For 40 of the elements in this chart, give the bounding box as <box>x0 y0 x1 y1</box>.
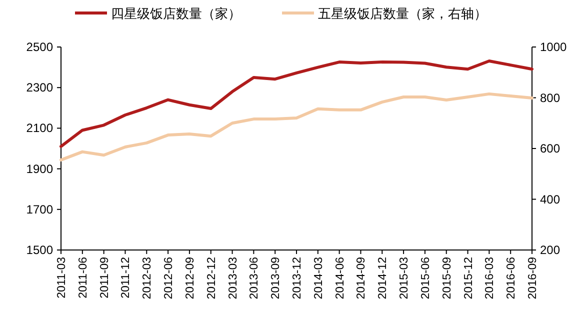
legend-item: 四星级饭店数量（家） <box>75 7 241 22</box>
x-tick-label: 2015-12 <box>462 257 475 300</box>
x-tick-label: 2014-03 <box>312 257 325 300</box>
legend-label: 四星级饭店数量（家） <box>111 6 241 22</box>
x-tick-label: 2014-06 <box>334 257 346 300</box>
y2-tick-label: 400 <box>540 192 560 206</box>
y-tick-label: 2300 <box>26 80 54 95</box>
line-series <box>60 92 534 162</box>
y-tick-label: 2500 <box>26 40 54 54</box>
y-tick-label: 1500 <box>26 243 54 257</box>
y2-tick-label: 800 <box>540 90 560 105</box>
y-tick-label: 1700 <box>26 202 54 216</box>
legend-item: 五星级饭店数量（家，右轴） <box>282 7 487 22</box>
y2-tick-label: 1000 <box>540 40 568 54</box>
x-tick-label: 2016-06 <box>506 257 518 300</box>
x-tick-label: 2012-09 <box>184 257 196 300</box>
x-tick-label: 2012-06 <box>163 257 176 300</box>
x-tick-label: 2013-06 <box>248 257 261 300</box>
y2-tick-label: 200 <box>540 243 560 257</box>
x-tick-label: 2015-09 <box>441 257 454 300</box>
x-tick-label: 2014-09 <box>356 257 368 300</box>
line-series <box>60 60 534 148</box>
x-tick-label: 2016-09 <box>527 257 539 300</box>
x-tick-label: 2011-03 <box>56 257 68 298</box>
legend-label: 五星级饭店数量（家，右轴） <box>318 6 487 22</box>
x-tick-label: 2015-06 <box>420 257 432 300</box>
x-tick-label: 2011-12 <box>120 257 132 298</box>
x-tick-label: 2013-12 <box>292 257 304 300</box>
x-tick-label: 2011-09 <box>98 257 111 298</box>
x-tick-label: 2011-06 <box>77 257 90 298</box>
x-tick-label: 2012-12 <box>206 257 218 300</box>
y-tick-label: 1900 <box>26 162 54 176</box>
x-tick-label: 2012-03 <box>142 257 154 300</box>
y2-tick-label: 600 <box>540 142 560 156</box>
x-tick-label: 2013-03 <box>227 257 240 300</box>
x-tick-label: 2016-03 <box>484 257 496 300</box>
x-tick-label: 2015-03 <box>398 257 411 300</box>
x-tick-label: 2014-12 <box>377 257 390 300</box>
x-tick-label: 2013-09 <box>270 257 282 300</box>
y-tick-label: 2100 <box>26 121 54 136</box>
